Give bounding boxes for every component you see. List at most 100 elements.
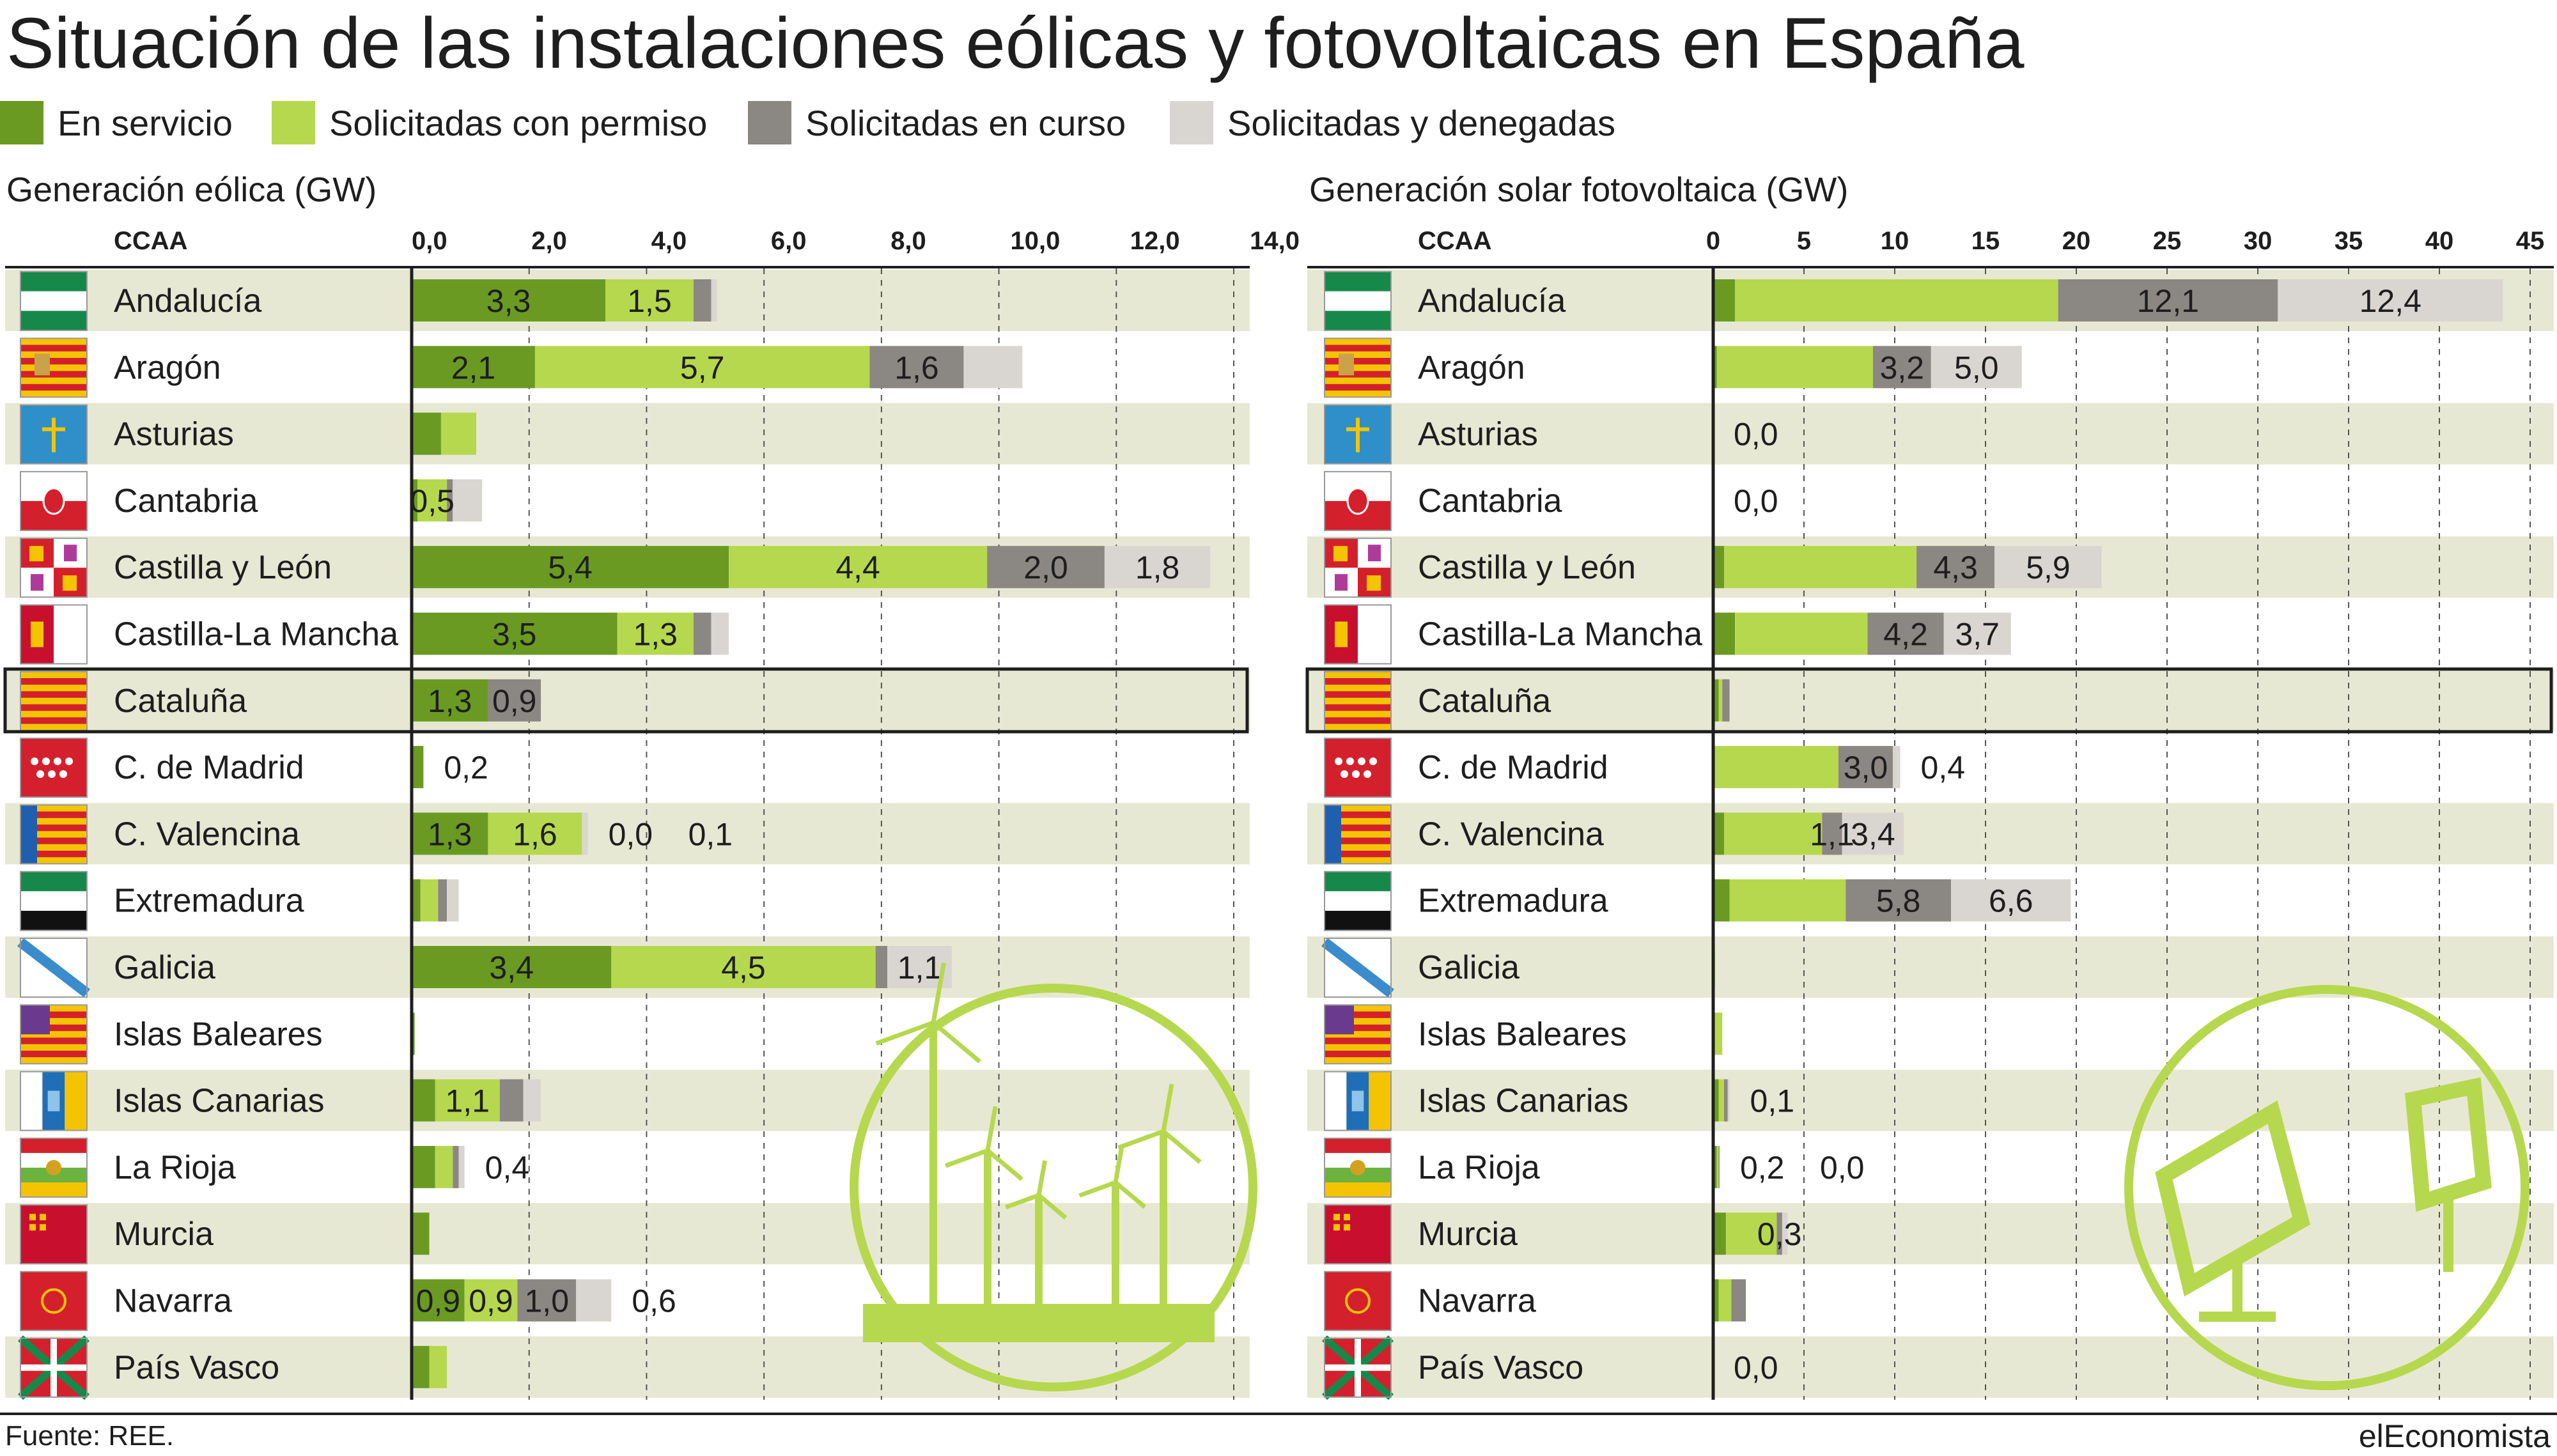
flag-canton — [20, 1005, 50, 1035]
bar-segment — [1713, 1145, 1717, 1188]
chart-title: Generación solar fotovoltaica (GW) — [1309, 171, 1848, 209]
flag-stripe — [1325, 357, 1391, 365]
la-rioja-flag-icon — [20, 1137, 88, 1198]
turbine-blade — [1113, 1144, 1124, 1183]
bar-segment — [1713, 879, 1730, 922]
data-label: 5,7 — [680, 350, 725, 385]
murcia-flag-icon — [1324, 1204, 1392, 1265]
tick-label: 8,0 — [890, 227, 926, 255]
flag-stripe — [20, 311, 87, 331]
flag-stripe — [1325, 1050, 1391, 1058]
flag-stripe — [1325, 377, 1391, 385]
region-label: Extremadura — [114, 883, 304, 920]
bar-segment — [1718, 1079, 1725, 1122]
icon-ring — [850, 984, 1257, 1391]
row-band — [1307, 803, 2554, 865]
bar-segment — [420, 879, 439, 922]
tick-label: 12,0 — [1130, 227, 1180, 255]
flag-castle — [1367, 575, 1381, 591]
data-label: 4,2 — [1883, 617, 1928, 653]
flag-border — [1324, 738, 1392, 798]
bar-segment — [412, 1145, 435, 1188]
flag-stripe — [1325, 691, 1391, 699]
data-label: 2,1 — [451, 350, 496, 385]
bar-segment — [1713, 1279, 1719, 1322]
turbine-blade — [1162, 1129, 1202, 1164]
flag-stripe — [20, 711, 87, 718]
bar-segment — [1822, 812, 1842, 855]
bar-segment — [453, 479, 483, 522]
region-label: Castilla-La Mancha — [114, 616, 398, 653]
flag-stripe — [20, 671, 87, 679]
turbine-blade — [1078, 1180, 1117, 1198]
data-label: 0,1 — [1750, 1083, 1795, 1119]
flag-border — [1324, 1271, 1392, 1331]
data-label: 0,2 — [444, 750, 488, 786]
flag-stripe — [1325, 1182, 1391, 1198]
flag-border — [1324, 538, 1392, 598]
region-label: Cataluña — [1418, 683, 1551, 720]
bar-segment — [963, 346, 1023, 389]
bar-segment — [1713, 546, 1725, 589]
flag-stripe — [1325, 697, 1391, 705]
legend-label: En servicio — [58, 102, 233, 143]
bar-segment — [412, 546, 729, 589]
flag-canton — [1325, 1005, 1354, 1035]
turbine-blade — [1037, 1193, 1068, 1220]
flag-border — [1324, 271, 1392, 331]
flag-stripe — [20, 1050, 87, 1058]
tick-label: 45 — [2516, 227, 2545, 255]
region-label: Cantabria — [1418, 483, 1562, 520]
flag-border — [20, 1204, 88, 1265]
bar-segment — [1718, 1279, 1732, 1322]
asturias-flag-icon — [1324, 404, 1392, 465]
flag-stripe — [1325, 711, 1391, 718]
bar-segment — [417, 479, 447, 522]
flag-stripe — [20, 357, 87, 365]
canarias-flag-icon — [1324, 1071, 1392, 1131]
flag-border — [1324, 1204, 1392, 1265]
flag-border — [1324, 1071, 1392, 1131]
chart-solar: Generación solar fotovoltaica (GW) CCAA 0 5… — [1305, 171, 2554, 1400]
row-band — [5, 1069, 1250, 1131]
data-label: 1,0 — [525, 1283, 570, 1319]
flag-stripe — [20, 678, 87, 685]
bar-segment — [2278, 279, 2503, 321]
region-label: Castilla y León — [114, 549, 332, 586]
pais-vasco-flag-icon — [1322, 1335, 1394, 1400]
extremadura-flag-icon — [1324, 871, 1392, 931]
bar-segment — [412, 1079, 435, 1122]
flag-stripe — [1325, 1018, 1391, 1025]
flag-stripe — [1325, 837, 1391, 845]
bar-segment — [412, 879, 421, 922]
flag-stripe — [20, 1031, 87, 1038]
flag-lion — [1368, 545, 1381, 562]
flag-emblem — [41, 1288, 66, 1314]
region-label: Andalucía — [1418, 283, 1566, 320]
bar-segment — [412, 279, 606, 321]
la-rioja-flag-icon — [1324, 1137, 1392, 1198]
bar-segment — [576, 1279, 612, 1322]
data-label: 3,4 — [489, 950, 534, 986]
bar-segment — [1724, 812, 1823, 855]
region-label: Extremadura — [1418, 883, 1608, 920]
flag-stripe — [20, 697, 87, 705]
flag-border — [20, 1071, 88, 1131]
bar-segment — [435, 1079, 500, 1122]
data-label: 4,4 — [835, 550, 880, 585]
flag-stripe — [20, 817, 87, 825]
bar-segment — [412, 746, 424, 789]
legend-item-denegadas: Solicitadas y denegadas — [1170, 97, 1615, 148]
flag-stripe — [1325, 717, 1391, 725]
brand-logo: elEconomista — [2358, 1418, 2551, 1454]
bar-segment — [412, 479, 418, 522]
bar-segment — [499, 1079, 524, 1122]
flag-emblem — [1351, 1090, 1364, 1111]
tick-label: 14,0 — [1250, 227, 1300, 255]
cataluna-flag-icon — [1324, 670, 1392, 731]
pais-vasco-flag-icon — [18, 1335, 89, 1400]
region-label: Asturias — [114, 416, 234, 453]
data-label: 5,8 — [1876, 883, 1921, 919]
bar-segment — [582, 812, 588, 855]
flag-border — [20, 604, 88, 665]
